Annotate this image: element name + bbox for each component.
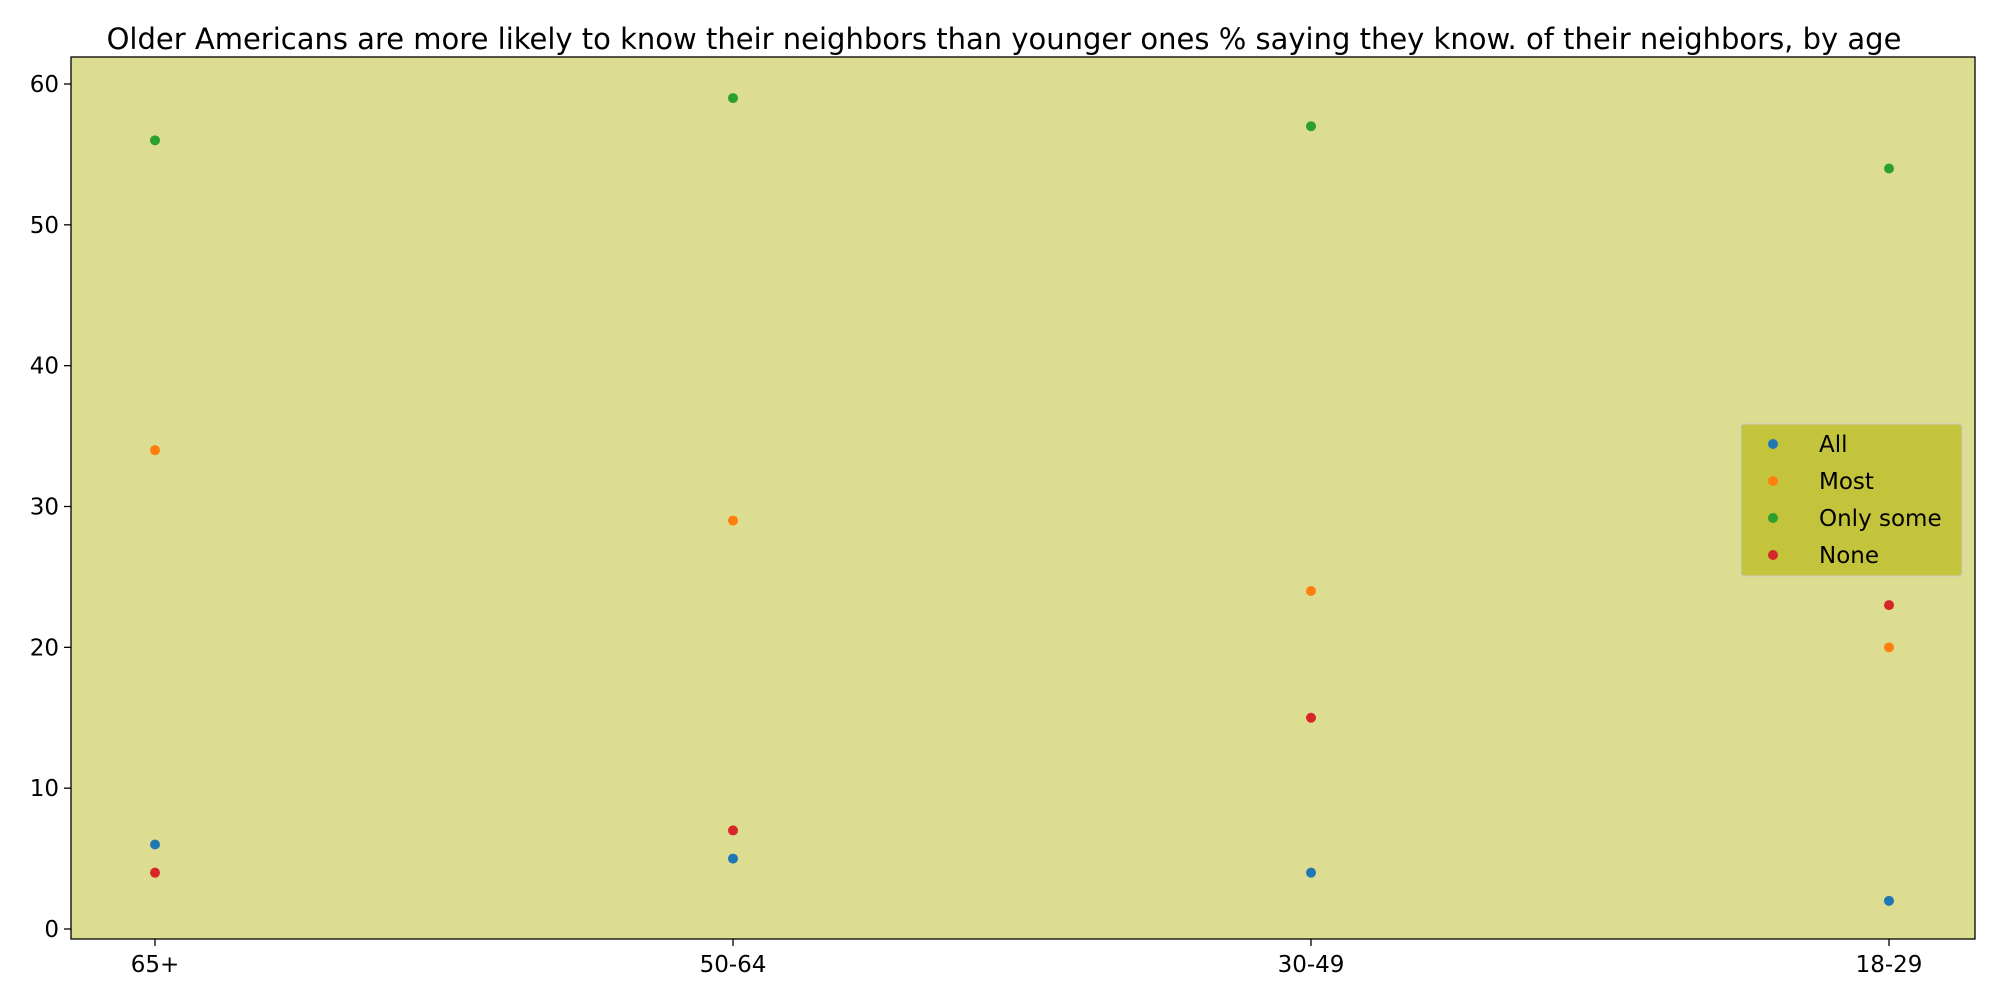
y-tick-label: 30: [30, 495, 59, 521]
x-tick-label: 50-64: [700, 952, 767, 978]
data-point-only-some: [728, 93, 738, 104]
legend-label-none: None: [1819, 543, 1879, 569]
data-points: [150, 93, 1894, 906]
data-point-most: [728, 515, 738, 526]
data-point-only-some: [150, 135, 160, 146]
data-point-all: [150, 839, 160, 850]
plot-area: [70, 56, 1976, 940]
data-point-only-some: [1306, 121, 1316, 132]
y-tick-label: 60: [30, 72, 59, 98]
chart-title: Older Americans are more likely to know …: [107, 22, 1902, 56]
data-point-most: [1884, 642, 1894, 653]
legend-marker-all: [1768, 439, 1778, 449]
legend-marker-none: [1768, 550, 1778, 560]
y-tick-label: 20: [30, 635, 59, 661]
x-tick-label: 65+: [131, 952, 180, 978]
y-tick-label: 10: [30, 776, 59, 802]
data-point-all: [1306, 867, 1316, 878]
legend-label-only-some: Only some: [1819, 506, 1942, 532]
data-point-all: [1884, 895, 1894, 906]
y-tick-label: 0: [44, 917, 59, 943]
data-point-only-some: [1884, 163, 1894, 174]
data-point-most: [1306, 586, 1316, 596]
legend-marker-most: [1768, 476, 1778, 486]
x-tick-label: 18-29: [1856, 952, 1923, 978]
x-axis: 65+ 50-64 30-49 18-29: [131, 939, 1923, 978]
y-axis: 0 10 20 30 40 50 60: [30, 72, 71, 943]
data-point-most: [150, 445, 160, 456]
data-point-none: [1884, 600, 1894, 611]
legend-marker-only-some: [1768, 513, 1778, 523]
legend: All Most Only some None: [1740, 423, 1963, 577]
legend-label-most: Most: [1819, 469, 1874, 495]
legend-box: [1740, 423, 1963, 577]
legend-label-all: All: [1819, 432, 1848, 458]
x-tick-label: 30-49: [1278, 952, 1345, 978]
data-point-none: [728, 825, 738, 836]
y-tick-label: 50: [30, 213, 59, 239]
data-point-none: [150, 867, 160, 878]
legend-items: All Most Only some None: [1768, 432, 1942, 569]
y-tick-label: 40: [30, 354, 59, 380]
data-point-none: [1306, 712, 1316, 723]
data-point-all: [728, 853, 738, 864]
